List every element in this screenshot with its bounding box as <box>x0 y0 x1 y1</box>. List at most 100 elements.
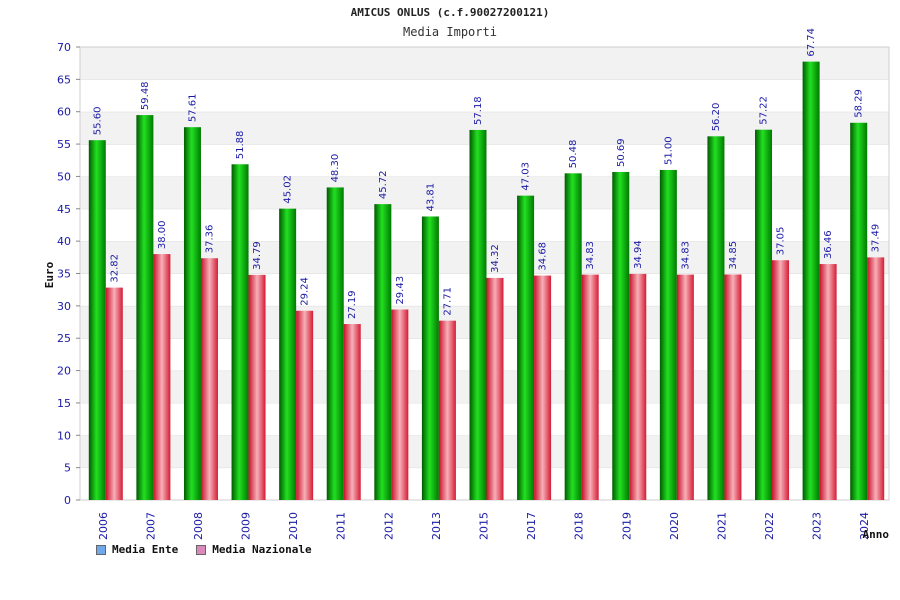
y-tick-label: 55 <box>57 138 71 151</box>
value-label-media-ente: 67.74 <box>806 28 817 57</box>
bar-media-nazionale <box>581 274 599 500</box>
y-tick-label: 65 <box>57 73 71 86</box>
bar-media-ente <box>421 216 439 501</box>
legend: Media Ente Media Nazionale <box>96 543 312 556</box>
value-label-media-ente: 51.88 <box>235 131 246 160</box>
bar-media-nazionale <box>819 264 837 500</box>
value-label-media-nazionale: 27.19 <box>347 290 358 319</box>
y-tick-label: 70 <box>57 41 71 54</box>
bar-media-ente <box>802 61 820 500</box>
bar-media-ente <box>564 173 582 501</box>
bar-media-nazionale <box>343 324 361 500</box>
value-label-media-nazionale: 34.85 <box>728 241 739 270</box>
x-tick-label: 2009 <box>240 512 253 540</box>
bar-media-nazionale <box>534 275 552 500</box>
y-tick-label: 50 <box>57 170 71 183</box>
value-label-media-ente: 57.22 <box>759 96 770 125</box>
legend-item-media-nazionale: Media Nazionale <box>196 543 312 556</box>
value-label-media-nazionale: 37.05 <box>776 227 787 256</box>
value-label-media-nazionale: 34.83 <box>585 241 596 270</box>
value-labels-layer: 55.60 32.82 59.48 38.00 57.61 37.36 51.88 34.79… <box>92 28 881 319</box>
value-label-media-ente: 56.20 <box>711 103 722 132</box>
value-label-media-ente: 47.03 <box>521 162 532 191</box>
x-tick-label: 2018 <box>573 512 586 540</box>
bar-media-ente <box>136 115 154 500</box>
x-tick-label: 2015 <box>478 512 491 540</box>
legend-label-media-nazionale: Media Nazionale <box>212 543 312 556</box>
bar-media-nazionale <box>486 277 504 500</box>
value-label-media-nazionale: 37.49 <box>871 224 882 253</box>
x-tick-label: 2011 <box>335 512 348 540</box>
bar-media-nazionale <box>438 320 456 500</box>
value-label-media-nazionale: 32.82 <box>109 254 120 283</box>
bar-media-ente <box>707 136 725 500</box>
value-label-media-ente: 43.81 <box>425 183 436 212</box>
grid-band <box>80 79 889 112</box>
chart-title: AMICUS ONLUS (c.f.90027200121) <box>350 6 550 19</box>
value-label-media-nazionale: 34.83 <box>680 241 691 270</box>
bar-media-nazionale <box>724 274 742 500</box>
value-label-media-ente: 55.60 <box>92 107 103 136</box>
y-tick-label: 45 <box>57 203 71 216</box>
x-tick-label: 2020 <box>668 512 681 540</box>
value-label-media-ente: 51.00 <box>663 136 674 165</box>
x-tick-label: 2021 <box>715 512 728 540</box>
bar-media-nazionale <box>391 309 409 500</box>
bar-media-nazionale <box>105 287 123 500</box>
value-label-media-nazionale: 37.36 <box>204 225 215 254</box>
bar-media-nazionale <box>248 274 266 500</box>
value-label-media-ente: 59.48 <box>140 81 151 110</box>
x-tick-label: 2013 <box>430 512 443 540</box>
y-tick-label: 0 <box>64 494 71 507</box>
x-axis-label: Anno <box>863 528 890 541</box>
y-tick-label: 15 <box>57 397 71 410</box>
y-tick-label: 25 <box>57 332 71 345</box>
x-tick-label: 2006 <box>97 512 110 540</box>
bar-media-ente <box>326 187 344 500</box>
bar-media-ente <box>659 169 677 500</box>
x-tick-label: 2024 <box>858 512 871 540</box>
y-tick-label: 5 <box>64 462 71 475</box>
value-label-media-nazionale: 34.94 <box>633 240 644 269</box>
bar-media-nazionale <box>296 310 314 500</box>
value-label-media-nazionale: 38.00 <box>157 220 168 249</box>
value-label-media-ente: 58.29 <box>854 89 865 118</box>
x-axis: 2006 2007 2008 2009 2010 2011 2012 2013 2015 2017… <box>97 512 871 540</box>
legend-swatch-media-nazionale <box>196 544 207 555</box>
value-label-media-nazionale: 34.79 <box>252 241 263 270</box>
value-label-media-ente: 45.72 <box>378 170 389 199</box>
bar-media-ente <box>374 204 392 500</box>
legend-swatch-media-ente <box>96 544 106 555</box>
bar-media-nazionale <box>867 257 885 500</box>
x-tick-label: 2008 <box>192 512 205 540</box>
y-tick-label: 10 <box>57 429 71 442</box>
bar-media-nazionale <box>772 260 790 500</box>
bars-layer <box>88 61 885 501</box>
value-label-media-nazionale: 29.24 <box>300 277 311 306</box>
bar-media-ente <box>88 140 106 500</box>
value-label-media-nazionale: 29.43 <box>395 276 406 305</box>
grid-band <box>80 47 889 80</box>
bar-media-nazionale <box>676 274 694 500</box>
value-label-media-ente: 57.61 <box>187 94 198 123</box>
y-tick-label: 35 <box>57 268 71 281</box>
x-tick-label: 2017 <box>525 512 538 540</box>
x-tick-label: 2007 <box>144 512 157 540</box>
x-tick-label: 2019 <box>620 512 633 540</box>
bar-media-ente <box>517 195 535 500</box>
bar-media-ente <box>231 164 249 501</box>
y-tick-label: 20 <box>57 365 71 378</box>
legend-item-media-ente: Media Ente <box>96 543 178 556</box>
value-label-media-ente: 57.18 <box>473 96 484 125</box>
bar-media-nazionale <box>629 273 647 500</box>
legend-label-media-ente: Media Ente <box>112 543 179 556</box>
value-label-media-ente: 50.48 <box>568 140 579 169</box>
y-axis-label: Euro <box>43 261 56 288</box>
x-tick-label: 2022 <box>763 512 776 540</box>
bar-media-nazionale <box>153 254 171 500</box>
value-label-media-nazionale: 34.68 <box>538 242 549 271</box>
bar-media-ente <box>183 127 201 500</box>
chart-subtitle: Media Importi <box>403 25 497 39</box>
bar-media-ente <box>612 171 630 500</box>
